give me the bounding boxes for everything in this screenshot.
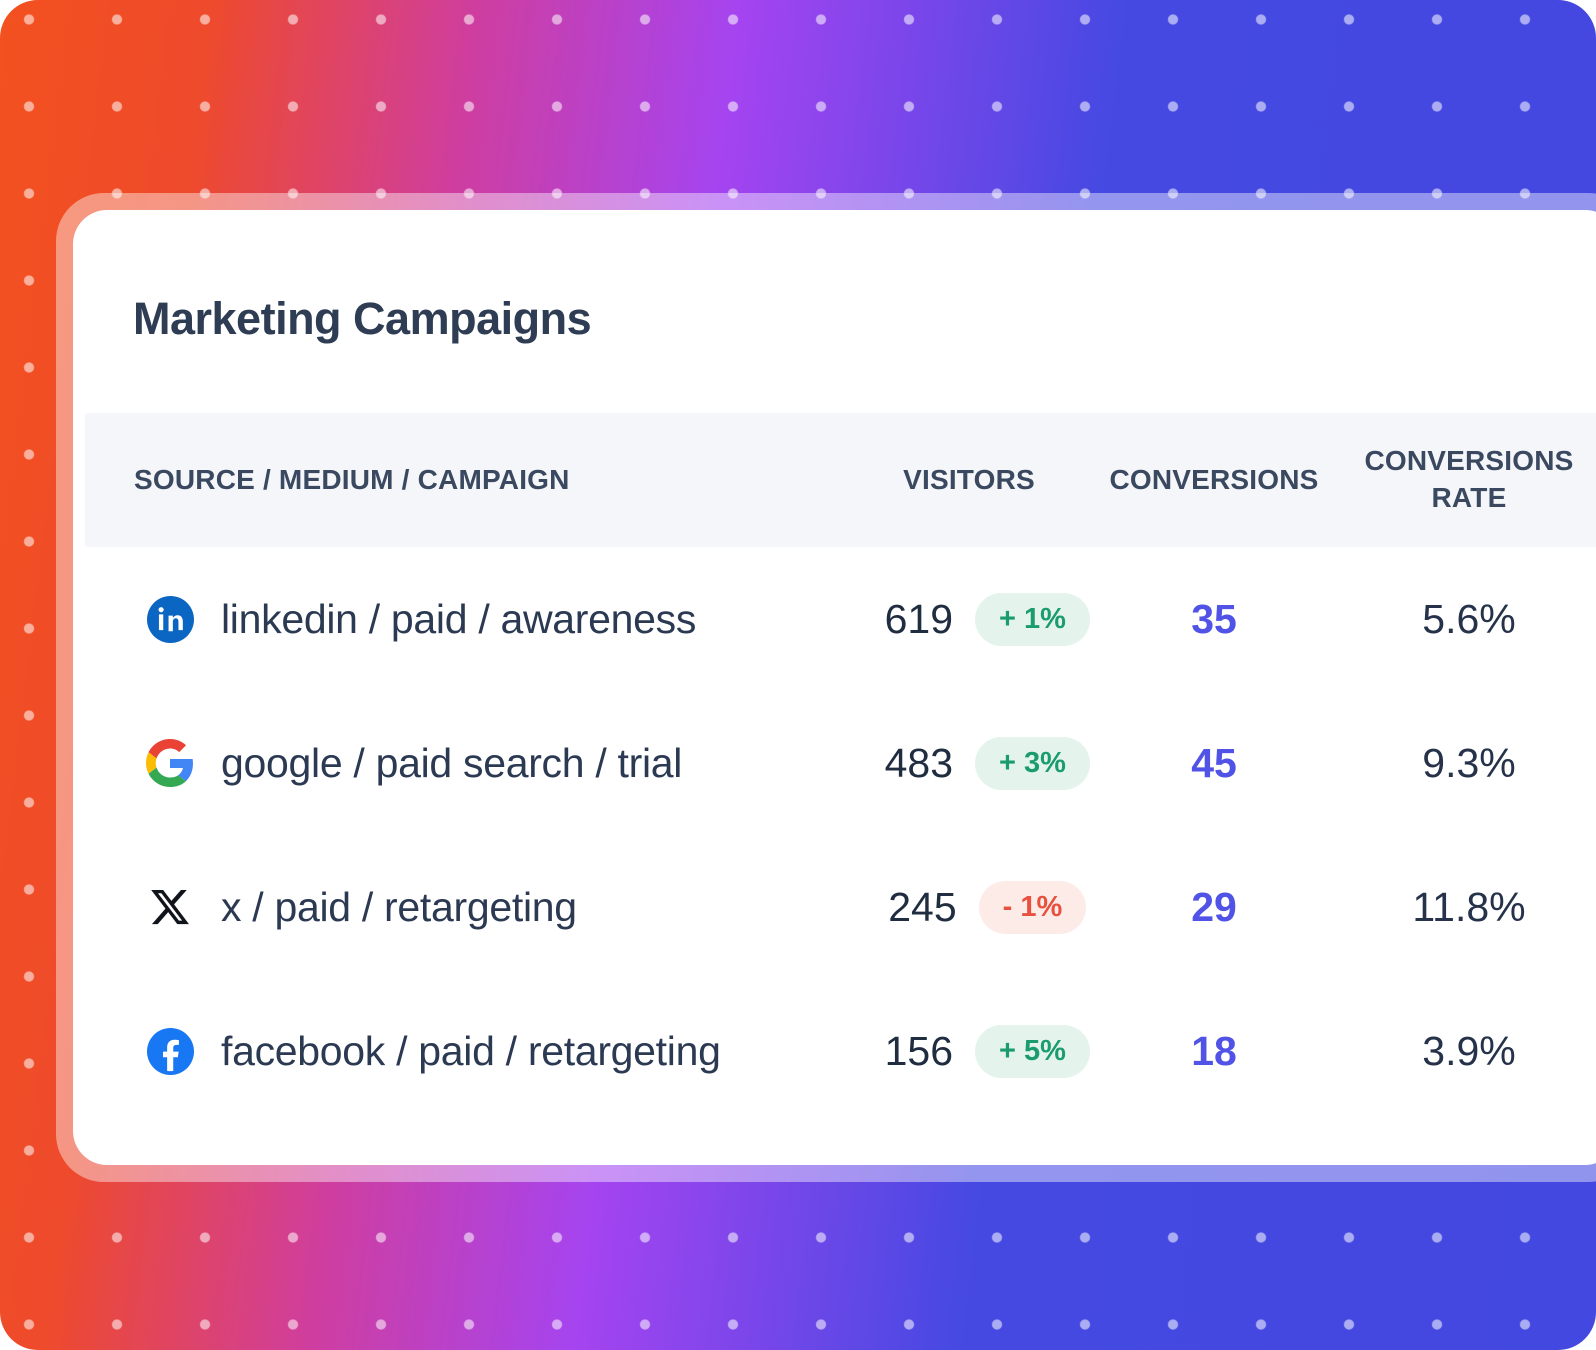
conversions-value: 35 [1191, 595, 1237, 642]
table-row[interactable]: google / paid search / trial 483 + 3% 45… [85, 691, 1596, 835]
conversion-rate-value: 3.9% [1422, 1027, 1516, 1074]
visitors-value: 483 [884, 739, 954, 786]
conversion-rate-value: 11.8% [1412, 883, 1526, 930]
source-label: linkedin / paid / awareness [221, 595, 697, 642]
change-badge: + 1% [975, 592, 1090, 646]
column-header-conversions: CONVERSIONS [1109, 463, 1319, 495]
conversions-value: 45 [1191, 739, 1237, 786]
column-header-conversions-rate: CONVERSIONS RATE [1364, 445, 1574, 513]
table-row[interactable]: facebook / paid / retargeting 156 + 5% 1… [85, 979, 1596, 1123]
linkedin-icon [146, 595, 194, 643]
conversions-value: 18 [1191, 1027, 1237, 1074]
conversion-rate-value: 9.3% [1422, 739, 1516, 786]
source-label: x / paid / retargeting [221, 883, 577, 930]
table-header-row: SOURCE / MEDIUM / CAMPAIGN VISITORS CONV… [85, 413, 1596, 547]
column-header-visitors: VISITORS [903, 463, 1035, 495]
page-title: Marketing Campaigns [133, 293, 592, 344]
change-badge: - 1% [978, 880, 1087, 934]
card-frame: Marketing Campaigns SOURCE / MEDIUM / CA… [56, 193, 1596, 1182]
table-row[interactable]: x / paid / retargeting 245 - 1% 29 11.8% [85, 835, 1596, 979]
change-badge: + 3% [975, 736, 1090, 790]
source-label: google / paid search / trial [221, 739, 683, 786]
visitors-value: 156 [884, 1027, 954, 1074]
column-header-source: SOURCE / MEDIUM / CAMPAIGN [134, 463, 570, 495]
source-label: facebook / paid / retargeting [221, 1027, 721, 1074]
x-icon [146, 883, 194, 931]
google-icon [146, 739, 194, 787]
change-badge: + 5% [975, 1024, 1090, 1078]
conversion-rate-value: 5.6% [1422, 595, 1516, 642]
visitors-value: 245 [888, 883, 957, 930]
marketing-campaigns-card: Marketing Campaigns SOURCE / MEDIUM / CA… [73, 210, 1596, 1165]
facebook-icon [146, 1027, 194, 1075]
visitors-value: 619 [884, 595, 954, 642]
conversions-value: 29 [1191, 883, 1237, 930]
table-row[interactable]: linkedin / paid / awareness 619 + 1% 35 … [85, 547, 1596, 691]
